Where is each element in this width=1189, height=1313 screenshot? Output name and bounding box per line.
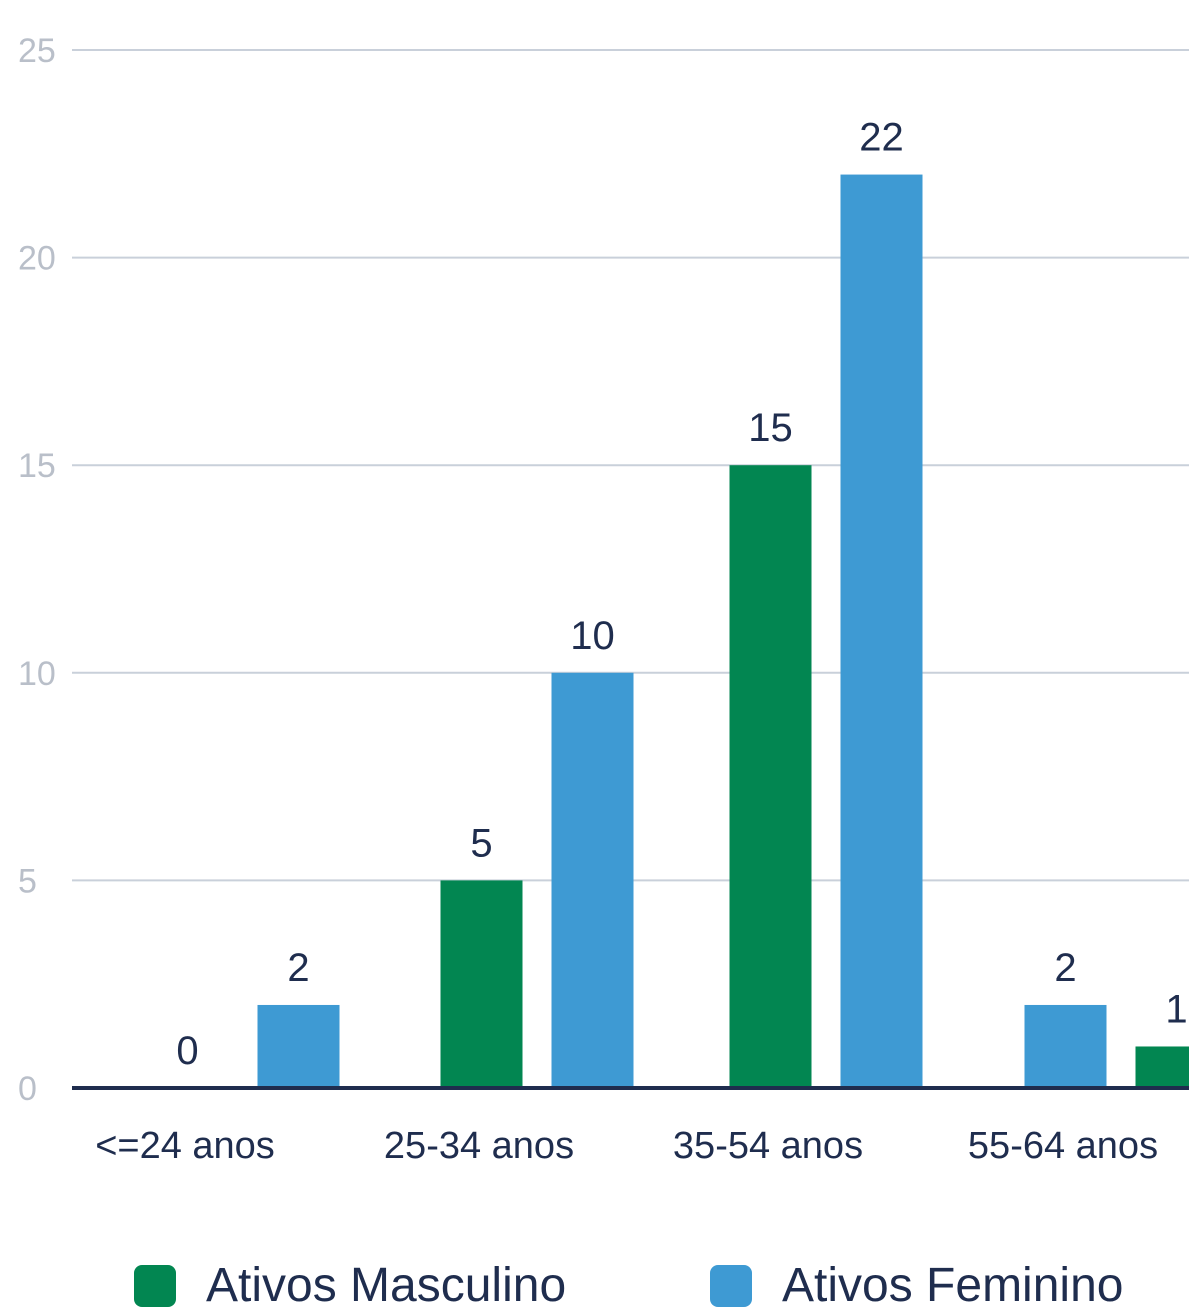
bar-4-1 [1025, 1005, 1107, 1088]
bar-1-2 [258, 1005, 340, 1088]
x-tick-label-3: 35-54 anos [673, 1125, 863, 1167]
y-tick-label-25: 25 [18, 32, 56, 70]
bars [258, 175, 1189, 1088]
y-axis-ticks: 0 5 10 15 20 25 [18, 32, 56, 1108]
legend-item-masculino: Ativos Masculino [134, 1258, 566, 1313]
legend-item-feminino: Ativos Feminino [710, 1258, 1123, 1313]
legend-swatch-feminino [710, 1265, 752, 1307]
data-label-2-1: 5 [470, 821, 492, 865]
data-label-3-2: 22 [859, 116, 904, 160]
x-tick-label-2: 25-34 anos [384, 1125, 574, 1167]
data-label-4-1: 2 [1054, 946, 1076, 990]
bar-2-1 [441, 880, 523, 1088]
bar-3-2 [841, 175, 923, 1088]
data-label-1-1: 0 [176, 1029, 198, 1073]
data-label-1-2: 2 [287, 946, 309, 990]
y-tick-label-0: 0 [18, 1070, 37, 1108]
x-tick-label-4: 55-64 anos [968, 1125, 1158, 1167]
data-label-3-1: 15 [748, 406, 793, 450]
data-label-2-2: 10 [570, 614, 615, 658]
legend-swatch-masculino [134, 1265, 176, 1307]
data-label-4-2: 1 [1165, 987, 1187, 1031]
y-tick-label-10: 10 [18, 655, 56, 693]
y-tick-label-5: 5 [18, 862, 37, 900]
y-tick-label-15: 15 [18, 447, 56, 485]
y-tick-label-20: 20 [18, 240, 56, 278]
bar-2-2 [552, 673, 634, 1088]
bar-4-2 [1136, 1046, 1189, 1088]
legend: Ativos Masculino Ativos Feminino [0, 1258, 1189, 1310]
bar-3-1 [730, 465, 812, 1088]
x-axis-ticks: <=24 anos 25-34 anos 35-54 anos 55-64 anos [95, 1125, 1158, 1167]
x-tick-label-1: <=24 anos [95, 1125, 275, 1167]
legend-label-feminino: Ativos Feminino [782, 1258, 1123, 1313]
legend-label-masculino: Ativos Masculino [206, 1258, 566, 1313]
